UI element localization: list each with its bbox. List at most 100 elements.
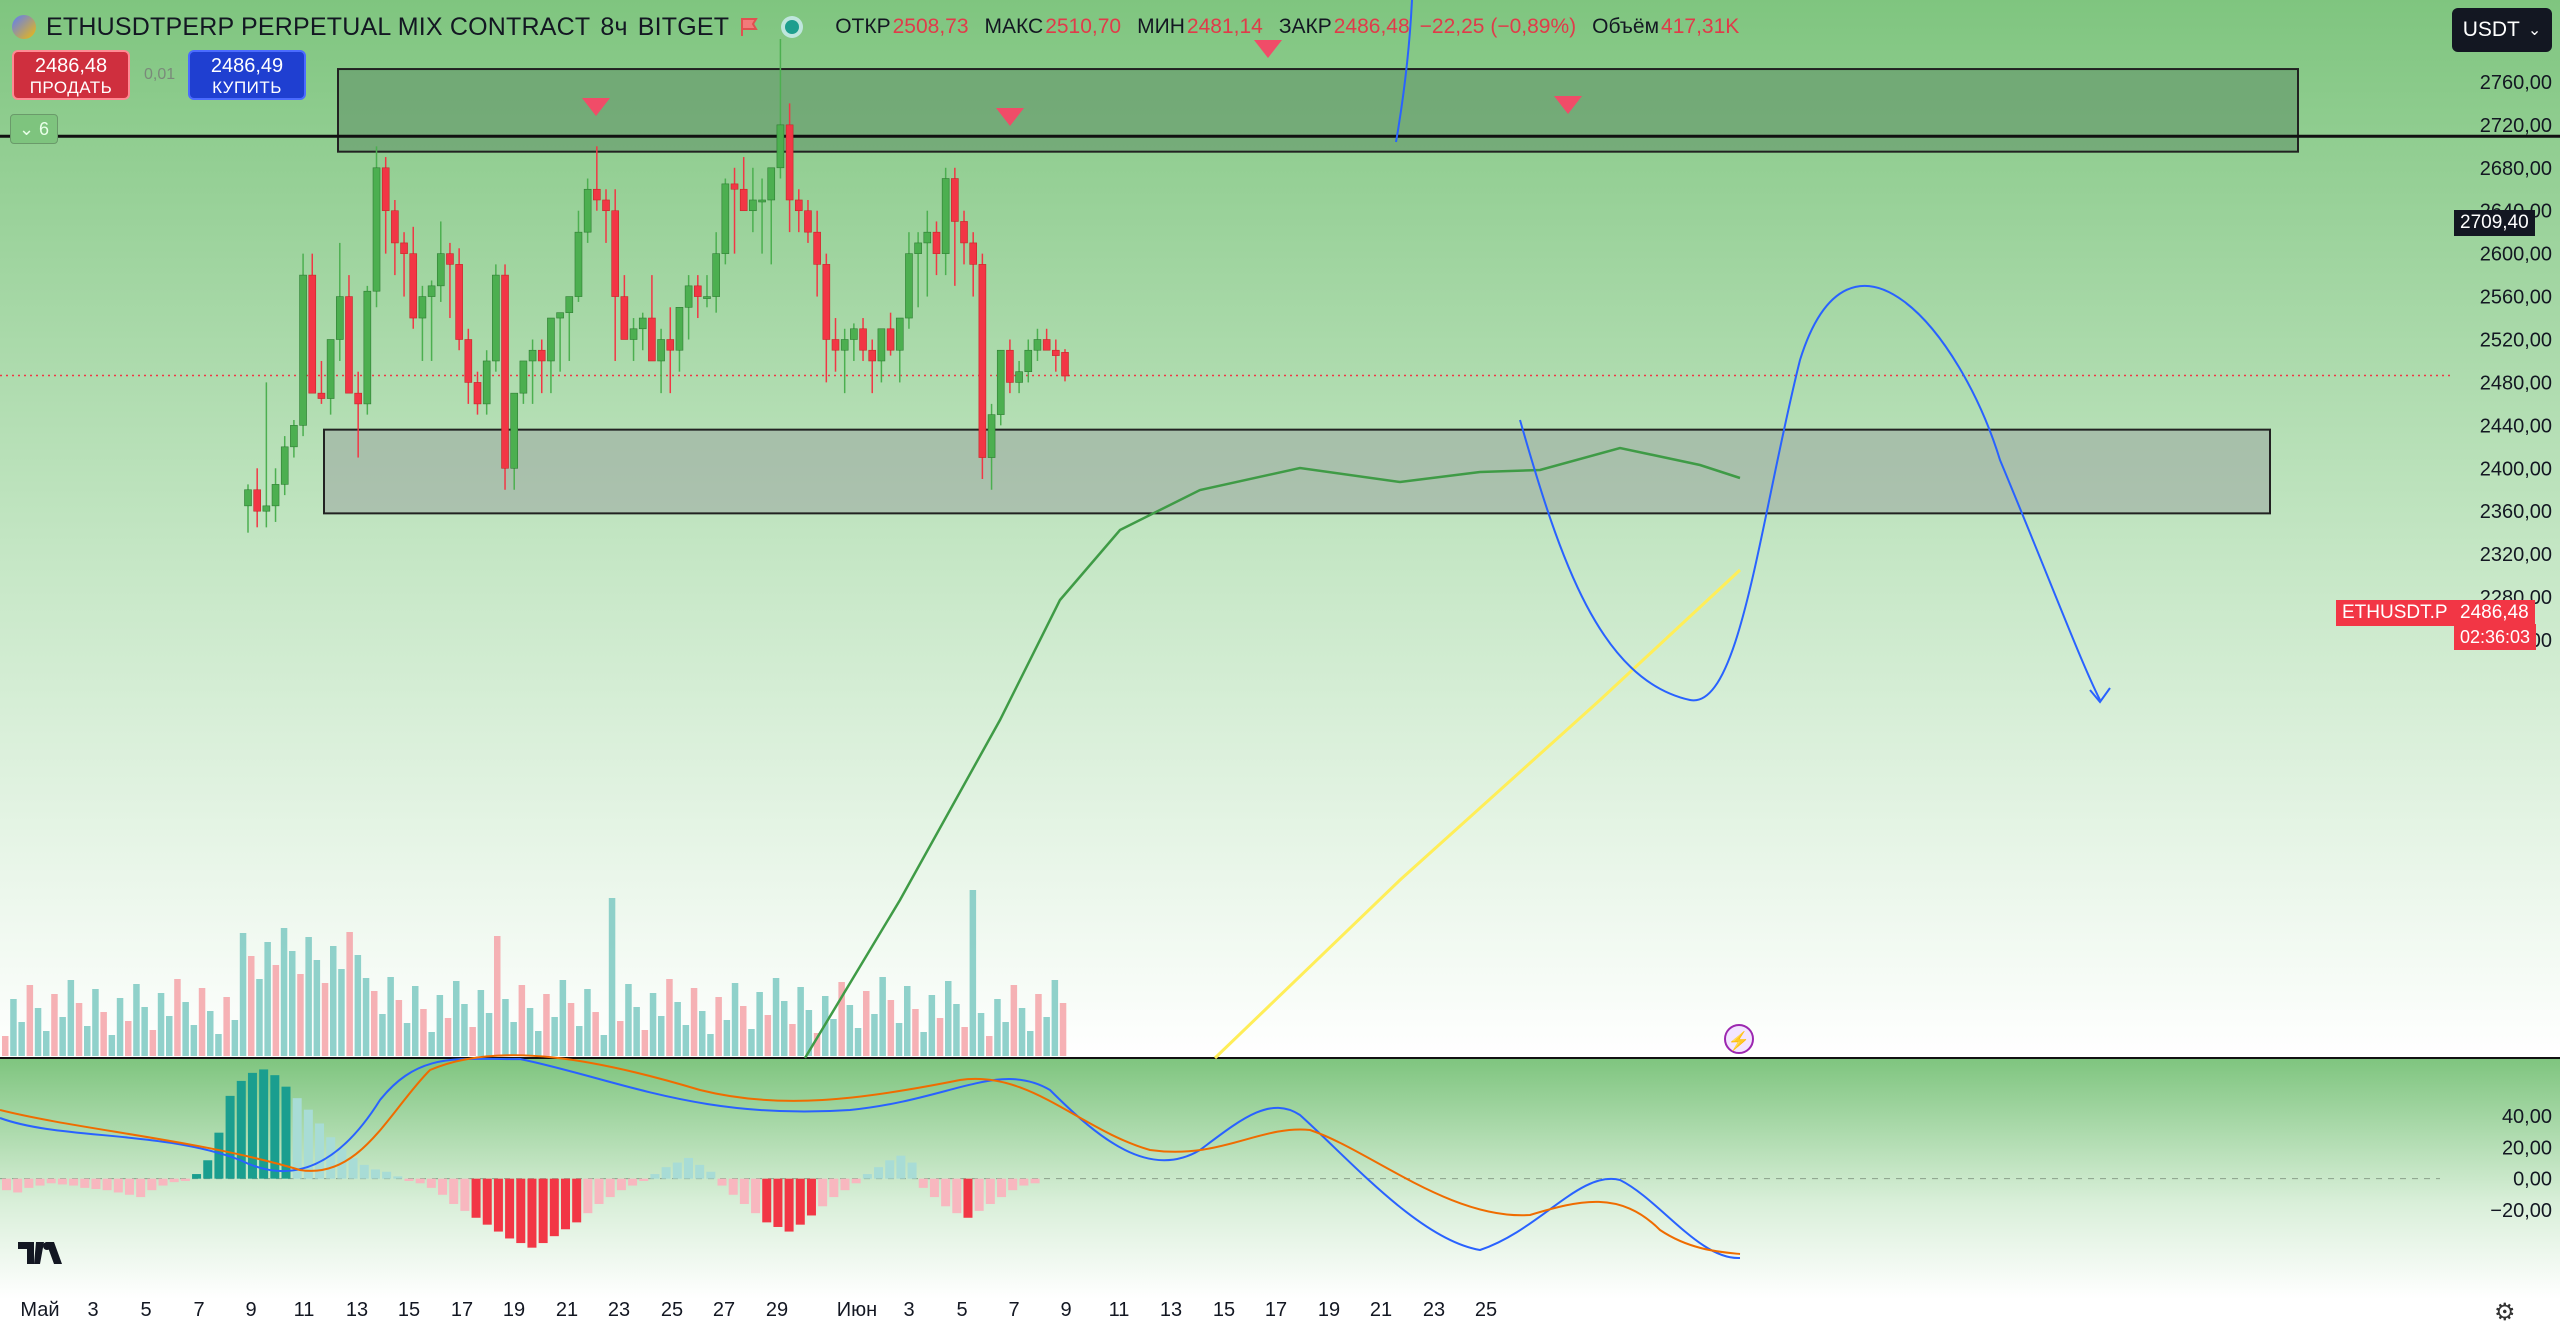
settings-gear-icon[interactable]: ⚙ [2494, 1299, 2516, 1326]
candle-body [317, 392, 326, 399]
lightning-icon[interactable]: ⚡ [1724, 1024, 1754, 1054]
candle-body [758, 199, 766, 203]
volume-bar [2, 1036, 9, 1056]
volume-bar [633, 1007, 640, 1056]
histogram-bar [840, 1178, 850, 1191]
histogram-bar [370, 1169, 380, 1179]
histogram-bar [929, 1178, 939, 1198]
candle-body [335, 296, 344, 340]
symbol-name[interactable]: ETHUSDTPERP PERPETUAL MIX CONTRACT [46, 12, 591, 41]
buy-label: КУПИТЬ [212, 78, 282, 97]
candle-body [1042, 339, 1051, 351]
candle-body [602, 199, 610, 212]
volume-bar [945, 981, 952, 1056]
volume-bar [772, 978, 780, 1056]
volume-bar [904, 986, 911, 1056]
volume-bar [756, 992, 763, 1056]
candle-body [473, 382, 482, 405]
exchange-label[interactable]: BITGET [637, 12, 730, 41]
currency-select[interactable]: USDT ⌄ [2452, 8, 2552, 52]
price-axis-label: 2400,00 [2480, 458, 2552, 480]
interval-label[interactable]: 8ч [600, 12, 628, 41]
volume-bar [592, 1012, 599, 1056]
candle-body [565, 296, 574, 313]
volume-bar [264, 942, 271, 1056]
volume-bar [723, 1020, 731, 1056]
candle-body [850, 328, 858, 340]
histogram-bar [918, 1178, 928, 1188]
volume-bar [108, 1035, 116, 1056]
volume-bar [51, 994, 58, 1056]
histogram-bar [493, 1178, 503, 1232]
volume-bar [10, 999, 17, 1056]
volume-bar [207, 1011, 214, 1056]
histogram-bar [236, 1080, 246, 1179]
down-arrow-marker-icon [582, 98, 610, 116]
flag-icon[interactable] [739, 16, 761, 38]
indicators-toggle-button[interactable]: ⌄ 6 [10, 114, 58, 144]
histogram-bar [35, 1178, 45, 1186]
candle-body [905, 253, 913, 319]
volume-bar [403, 1023, 411, 1056]
histogram-bar [985, 1178, 995, 1204]
candle-body [785, 124, 794, 201]
candle-body [822, 264, 831, 340]
oscillator-axis-label: 20,00 [2502, 1137, 2552, 1159]
time-axis-label: 21 [556, 1299, 578, 1321]
oscillator-slow-line [0, 1054, 1741, 1255]
time-axis-label: 21 [1370, 1299, 1392, 1321]
candle-body [290, 425, 298, 448]
histogram-bar [773, 1178, 783, 1227]
close-label: ЗАКР [1278, 15, 1332, 38]
trend-line [1213, 568, 1742, 1060]
volume-bar [26, 985, 34, 1056]
volume-bar [805, 1010, 813, 1056]
volume-bar [1010, 985, 1018, 1056]
time-axis-label: 15 [1213, 1299, 1235, 1321]
volume-bar [781, 1001, 788, 1056]
volume-bar [526, 1008, 534, 1056]
volume-bar [608, 898, 616, 1056]
volume-bar [387, 977, 394, 1056]
volume-bar [600, 1035, 608, 1056]
volume-bar [658, 1016, 665, 1056]
histogram-bar [561, 1178, 570, 1230]
volume-bar [1051, 980, 1059, 1056]
volume-bar [133, 984, 140, 1056]
histogram-bar [214, 1132, 224, 1179]
histogram-bar [728, 1178, 738, 1195]
tradingview-logo-icon[interactable] [16, 1238, 68, 1268]
time-axis-bg[interactable] [0, 1299, 2560, 1324]
volume-bar [813, 1033, 821, 1056]
price-axis-label: 2720,00 [2480, 115, 2552, 137]
candle-body [666, 339, 675, 351]
candle-body [363, 290, 372, 405]
histogram-bar [907, 1162, 917, 1179]
oscillator-axis-label: 0,00 [2513, 1169, 2552, 1191]
candle-body [996, 349, 1005, 415]
volume-bar [59, 1017, 66, 1056]
currency-label: USDT [2462, 18, 2520, 41]
volume-bar [297, 974, 304, 1056]
candle-body [1052, 349, 1060, 356]
histogram-bar [706, 1171, 716, 1179]
candle-body [914, 242, 922, 254]
candle-body [427, 285, 436, 297]
time-axis-label: 25 [1475, 1299, 1497, 1321]
volume-bar [994, 999, 1001, 1056]
down-arrow-marker-icon [1254, 40, 1282, 58]
down-arrow-marker-icon [1554, 96, 1582, 114]
last-price-tag: 2486,48 [2454, 600, 2535, 626]
histogram-bar [426, 1178, 436, 1188]
candle-body [932, 231, 941, 254]
buy-button[interactable]: 2486,49 КУПИТЬ [188, 50, 306, 100]
time-axis-label: 9 [245, 1299, 256, 1321]
volume-bar [157, 993, 165, 1056]
candle-body [501, 274, 509, 469]
price-axis-label: 2480,00 [2480, 372, 2552, 394]
projection-arrow-icon [2089, 687, 2111, 704]
candle-body [583, 188, 592, 233]
candle-body [400, 242, 408, 254]
sell-button[interactable]: 2486,48 ПРОДАТЬ [12, 50, 130, 100]
